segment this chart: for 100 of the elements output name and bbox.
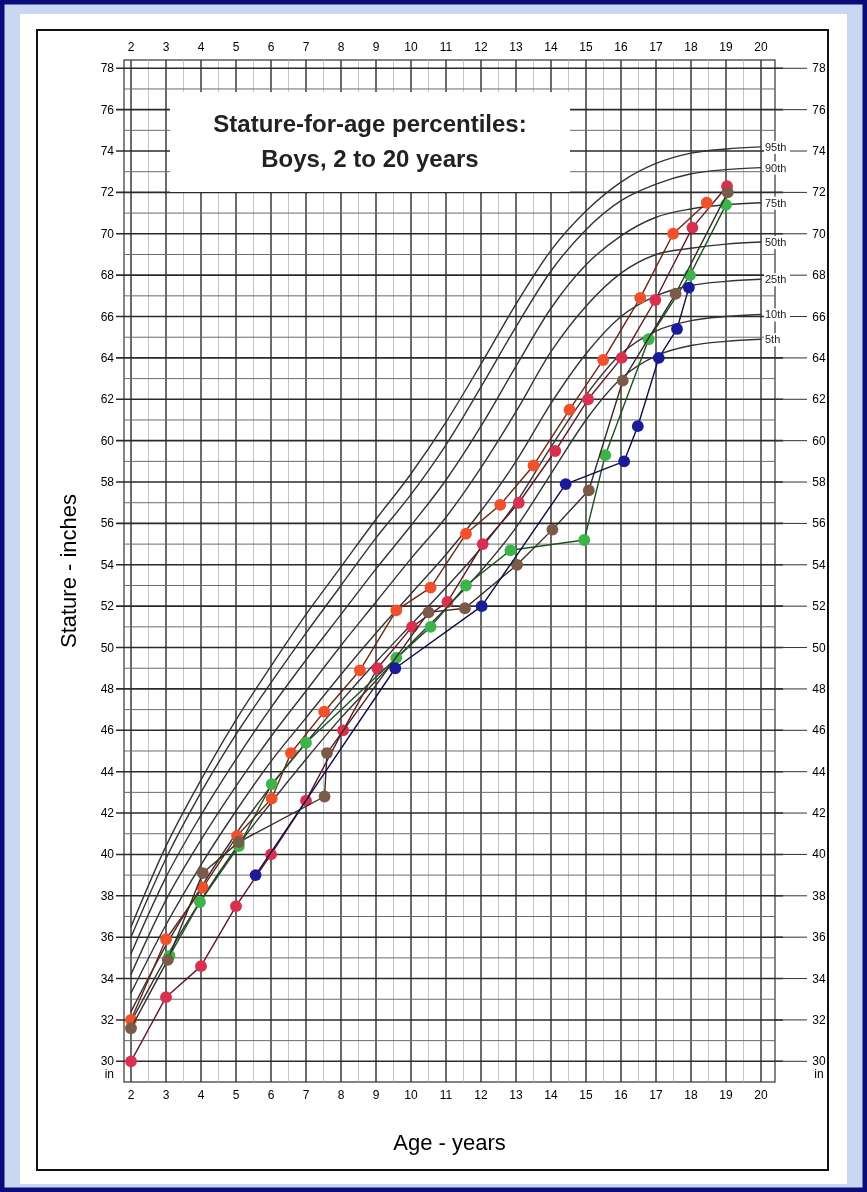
y2-tick-label: 60 xyxy=(812,433,826,448)
y-tick-label: 60 xyxy=(100,433,115,448)
x-tick-label: 5 xyxy=(232,1088,240,1102)
legend-label: 25th xyxy=(765,273,787,286)
x-tick-label: 2 xyxy=(127,1088,135,1102)
y2-tick-label: in xyxy=(814,1066,824,1081)
y2-tick-label: 44 xyxy=(812,764,826,779)
y-tick-label: 40 xyxy=(100,847,115,862)
y2-tick-label: 64 xyxy=(812,350,826,365)
x-tick-label: 7 xyxy=(302,1088,310,1102)
x-axis-title: Age - years xyxy=(393,1130,506,1155)
y-axis-title: Stature - inches xyxy=(56,493,81,649)
y2-tick-label: 48 xyxy=(812,681,826,696)
x2-tick-label: 9 xyxy=(372,40,380,54)
y2-tick-label: 62 xyxy=(812,392,826,407)
x-tick-label: 14 xyxy=(544,1088,558,1102)
y2-tick-label: 78 xyxy=(812,61,826,76)
y2-tick-label: 50 xyxy=(812,640,826,655)
legend-label: 90th xyxy=(765,161,787,174)
y-tick-label: in xyxy=(104,1066,114,1081)
y-tick-label: 78 xyxy=(100,61,115,76)
x-tick-label: 18 xyxy=(684,1088,698,1102)
x2-tick-label: 3 xyxy=(162,40,170,54)
y-tick-label: 72 xyxy=(100,185,115,200)
x-tick-label: 8 xyxy=(337,1088,345,1102)
x-tick-label: 12 xyxy=(474,1088,488,1102)
y-tick-label: 54 xyxy=(100,557,115,572)
series-label: 10th xyxy=(765,308,787,321)
y-tick-label: 76 xyxy=(100,102,115,117)
y-tick-label: 48 xyxy=(100,681,115,696)
x-tick-label: 15 xyxy=(579,1088,593,1102)
y-tick-label: 38 xyxy=(100,888,115,903)
y-tick-label: 36 xyxy=(100,930,115,945)
y-tick-label: 64 xyxy=(100,350,115,365)
y-tick-label: 62 xyxy=(100,392,115,407)
x-tick-label: 19 xyxy=(719,1088,733,1102)
y2-tick-label: 66 xyxy=(812,309,826,324)
x-tick-label: 9 xyxy=(372,1088,380,1102)
y2-tick-label: 40 xyxy=(812,847,826,862)
y-tick-label: 52 xyxy=(100,599,115,614)
text: Boys, 2 to 20 years xyxy=(261,145,479,172)
x-tick-label: 4 xyxy=(197,1088,205,1102)
x2-tick-label: 5 xyxy=(232,40,240,54)
x2-tick-label: 10 xyxy=(404,40,418,54)
legend-label: 50th xyxy=(765,236,787,249)
legend-label: 75th xyxy=(765,196,787,209)
text: Stature-for-age percentiles: xyxy=(213,110,527,137)
x2-tick-label: 19 xyxy=(719,40,733,54)
x2-tick-label: 16 xyxy=(614,40,628,54)
y2-tick-label: 34 xyxy=(812,971,826,986)
y2-tick-label: 76 xyxy=(812,102,826,117)
y-tick-label: 44 xyxy=(100,764,115,779)
series-label: 5th xyxy=(765,333,781,346)
x2-tick-label: 6 xyxy=(267,40,275,54)
x2-tick-label: 14 xyxy=(544,40,558,54)
x-tick-label: 16 xyxy=(614,1088,628,1102)
y2-tick-label: 70 xyxy=(812,226,826,241)
x2-tick-label: 13 xyxy=(509,40,523,54)
y-tick-label: 50 xyxy=(100,640,115,655)
y-tick-label: 70 xyxy=(100,226,115,241)
y2-tick-label: 54 xyxy=(812,557,826,572)
x2-tick-label: 15 xyxy=(579,40,593,54)
y2-tick-label: 36 xyxy=(812,930,826,945)
y-tick-label: 58 xyxy=(100,475,115,490)
y2-tick-label: 68 xyxy=(812,268,826,283)
x2-tick-label: 18 xyxy=(684,40,698,54)
y-tick-label: 46 xyxy=(100,723,115,738)
y-tick-label: 30 xyxy=(100,1054,115,1069)
y2-tick-label: 52 xyxy=(812,599,826,614)
y-tick-label: 34 xyxy=(100,971,115,986)
y-tick-label: 74 xyxy=(100,144,115,159)
y2-tick-label: 38 xyxy=(812,888,826,903)
y-tick-label: 66 xyxy=(100,309,115,324)
x-tick-label: 13 xyxy=(509,1088,523,1102)
y2-tick-label: 30 xyxy=(812,1054,826,1069)
x-tick-label: 10 xyxy=(404,1088,418,1102)
x2-tick-label: 2 xyxy=(127,40,135,54)
y-tick-label: 32 xyxy=(100,1012,115,1027)
y-tick-label: 56 xyxy=(100,516,115,531)
x2-tick-label: 17 xyxy=(649,40,663,54)
x2-tick-label: 11 xyxy=(439,40,453,54)
y-tick-label: 68 xyxy=(100,268,115,283)
y2-tick-label: 58 xyxy=(812,475,826,490)
x2-tick-label: 4 xyxy=(197,40,205,54)
y2-tick-label: 46 xyxy=(812,723,826,738)
x2-tick-label: 12 xyxy=(474,40,488,54)
x-tick-label: 3 xyxy=(162,1088,170,1102)
y2-tick-label: 74 xyxy=(812,144,826,159)
x-tick-label: 6 xyxy=(267,1088,275,1102)
x-tick-label: 11 xyxy=(439,1088,453,1102)
y2-tick-label: 56 xyxy=(812,516,826,531)
y-tick-label: 42 xyxy=(100,806,115,821)
y2-tick-label: 32 xyxy=(812,1012,826,1027)
y2-tick-label: 72 xyxy=(812,185,826,200)
x-tick-label: 17 xyxy=(649,1088,663,1102)
x-tick-label: 20 xyxy=(754,1088,768,1102)
x2-tick-label: 7 xyxy=(302,40,310,54)
series-label: 95th xyxy=(765,140,787,153)
x2-tick-label: 20 xyxy=(754,40,768,54)
x2-tick-label: 8 xyxy=(337,40,345,54)
